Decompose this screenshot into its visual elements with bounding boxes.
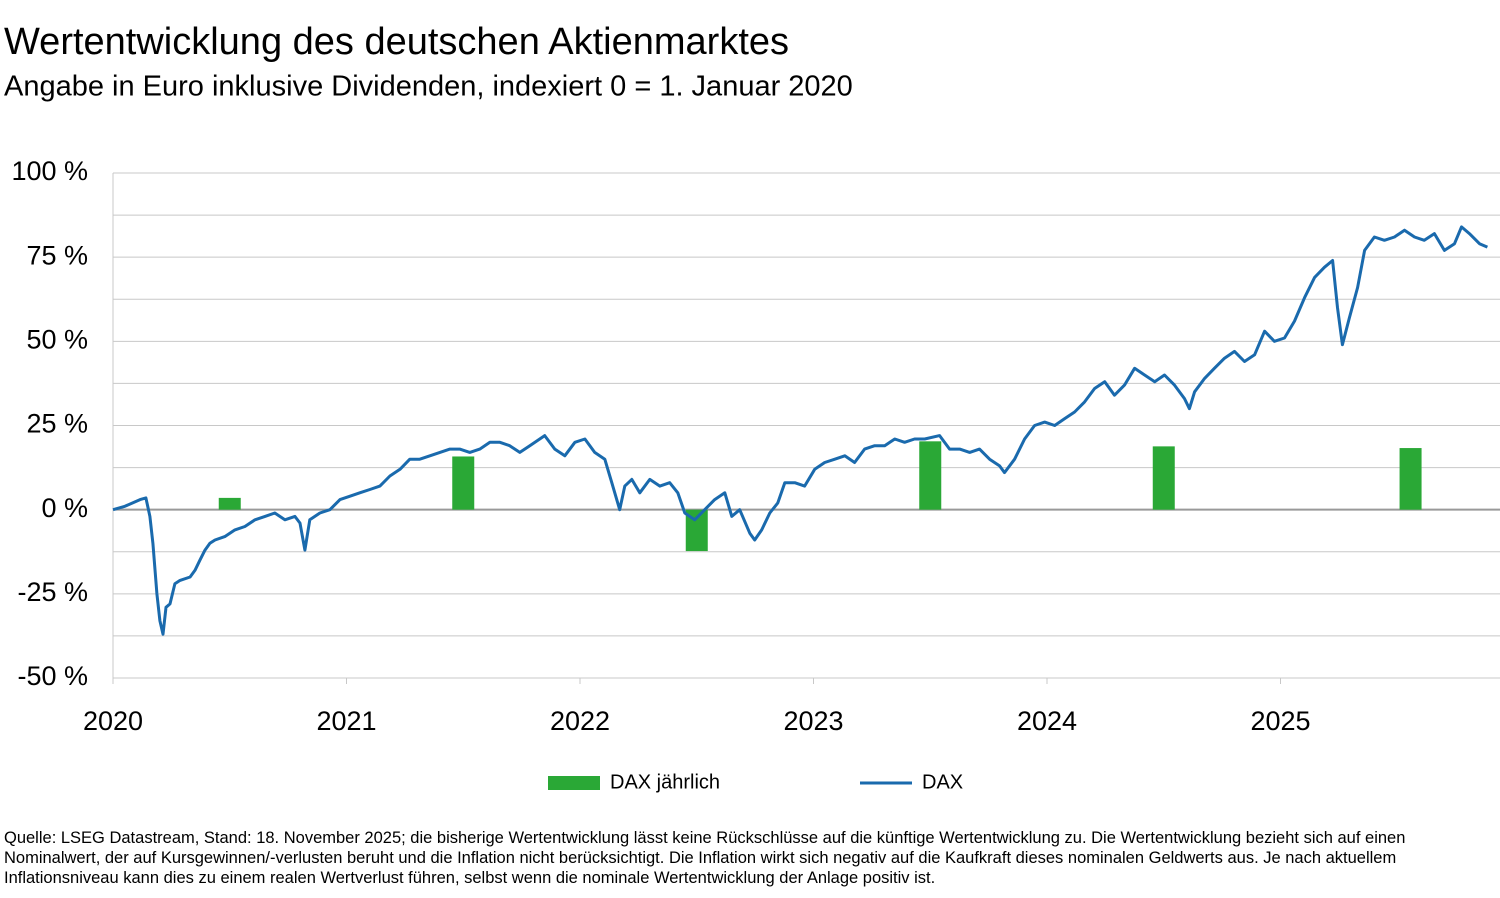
source-note: Quelle: LSEG Datastream, Stand: 18. Nove… [4,829,1406,887]
bar [685,509,708,552]
legend-label: DAX [922,771,963,793]
y-tick-label: 25 % [26,409,88,439]
y-tick-label: 75 % [26,240,88,270]
y-tick-label: -50 % [17,661,88,691]
chart-subtitle: Angabe in Euro inklusive Dividenden, ind… [4,71,853,103]
bar [1152,446,1175,510]
legend-label: DAX jährlich [610,771,720,793]
x-tick-label: 2021 [316,706,376,736]
x-tick-label: 2023 [783,706,843,736]
bar [452,456,475,510]
y-tick-label: -25 % [17,577,88,607]
x-tick-label: 2025 [1250,706,1310,736]
x-tick-label: 2022 [550,706,610,736]
y-tick-label: 0 % [41,493,88,523]
bar [218,497,241,510]
x-tick-label: 2020 [83,706,143,736]
legend-swatch [548,776,600,790]
y-tick-label: 100 % [11,156,88,186]
chart-title: Wertentwicklung des deutschen Aktienmark… [4,21,789,63]
y-tick-label: 50 % [26,324,88,354]
x-tick-label: 2024 [1017,706,1077,736]
line [112,225,1488,636]
bar [919,441,942,510]
bar [1399,448,1422,510]
